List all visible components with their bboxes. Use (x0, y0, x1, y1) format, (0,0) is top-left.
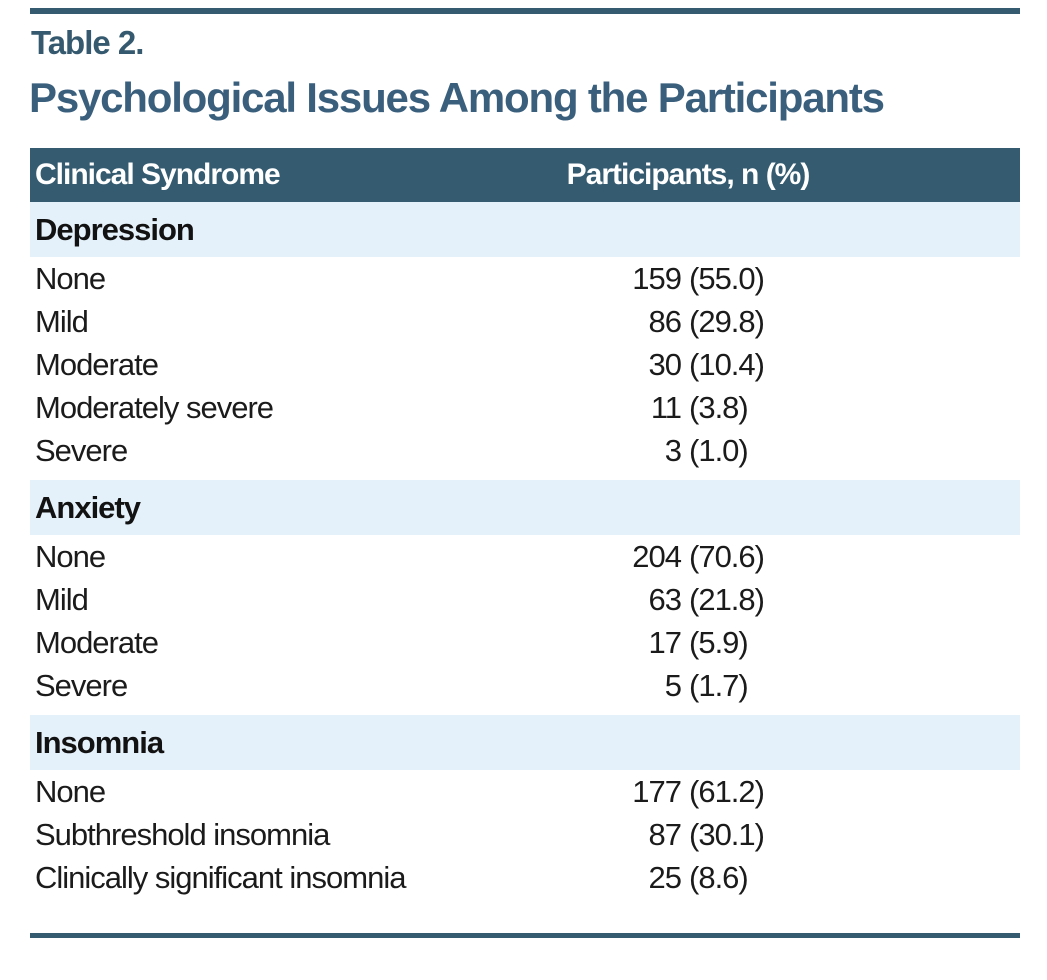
row-value: 5 (1.7) (548, 668, 828, 704)
table-header-row: Clinical Syndrome Participants, n (%) (30, 148, 1020, 202)
value-percent: (1.7) (689, 667, 749, 703)
section-rows: None 159 (55.0) Mild 86 (29.8) Moderate … (30, 257, 1020, 472)
row-value: 177 (61.2) (548, 774, 828, 810)
row-label: Mild (35, 303, 89, 339)
value-percent: (5.9) (689, 624, 749, 660)
value-n: 17 (648, 624, 682, 660)
row-label: Mild (35, 581, 89, 617)
table-row: Mild 86 (29.8) (30, 300, 1020, 343)
row-value: 63 (21.8) (548, 582, 828, 618)
section-header-band: Anxiety (30, 480, 1020, 535)
bottom-rule (30, 933, 1020, 938)
value-n: 204 (632, 538, 682, 574)
table-title: Psychological Issues Among the Participa… (29, 74, 885, 121)
table-row: Severe 3 (1.0) (30, 429, 1020, 472)
row-value: 30 (10.4) (548, 347, 828, 383)
value-percent: (55.0) (689, 260, 765, 296)
row-value: 17 (5.9) (548, 625, 828, 661)
value-percent: (70.6) (689, 538, 765, 574)
table-row: Subthreshold insomnia 87 (30.1) (30, 813, 1020, 856)
value-n: 86 (648, 303, 682, 339)
value-n: 30 (648, 346, 682, 382)
row-label: Moderate (35, 346, 159, 382)
row-label: Moderate (35, 624, 159, 660)
value-n: 63 (648, 581, 682, 617)
row-value: 204 (70.6) (548, 539, 828, 575)
table-row: Moderately severe 11 (3.8) (30, 386, 1020, 429)
table-row: None 204 (70.6) (30, 535, 1020, 578)
table-row: Mild 63 (21.8) (30, 578, 1020, 621)
row-value: 159 (55.0) (548, 261, 828, 297)
row-label: None (35, 773, 106, 809)
row-label: Severe (35, 432, 128, 468)
table-section-depression: Depression None 159 (55.0) Mild 86 (29.8… (30, 202, 1020, 472)
row-label: Clinically significant insomnia (35, 859, 406, 895)
value-n: 159 (632, 260, 682, 296)
row-label: None (35, 260, 106, 296)
row-value: 87 (30.1) (548, 817, 828, 853)
table-body: Depression None 159 (55.0) Mild 86 (29.8… (30, 202, 1020, 899)
table-row: Severe 5 (1.7) (30, 664, 1020, 707)
row-label: Moderately severe (35, 389, 274, 425)
value-n: 25 (648, 859, 682, 895)
section-rows: None 204 (70.6) Mild 63 (21.8) Moderate … (30, 535, 1020, 707)
column-header-clinical-syndrome: Clinical Syndrome (35, 158, 281, 191)
value-percent: (1.0) (689, 432, 749, 468)
value-n: 177 (632, 773, 682, 809)
data-table: Clinical Syndrome Participants, n (%) De… (30, 148, 1020, 899)
row-label: Severe (35, 667, 128, 703)
column-header-participants: Participants, n (%) (566, 158, 811, 191)
value-n: 3 (664, 432, 682, 468)
row-value: 25 (8.6) (548, 860, 828, 896)
value-n: 87 (648, 816, 682, 852)
row-value: 11 (3.8) (548, 390, 828, 426)
section-header-band: Depression (30, 202, 1020, 257)
row-label: Subthreshold insomnia (35, 816, 330, 852)
value-percent: (10.4) (689, 346, 765, 382)
row-value: 3 (1.0) (548, 433, 828, 469)
table-row: Moderate 30 (10.4) (30, 343, 1020, 386)
table-row: Clinically significant insomnia 25 (8.6) (30, 856, 1020, 899)
table-row: Moderate 17 (5.9) (30, 621, 1020, 664)
value-percent: (21.8) (689, 581, 765, 617)
row-value: 86 (29.8) (548, 304, 828, 340)
value-percent: (3.8) (689, 389, 749, 425)
section-header-band: Insomnia (30, 715, 1020, 770)
value-n: 11 (650, 389, 682, 425)
row-label: None (35, 538, 106, 574)
table-section-insomnia: Insomnia None 177 (61.2) Subthreshold in… (30, 715, 1020, 899)
value-percent: (8.6) (689, 859, 749, 895)
table-row: None 159 (55.0) (30, 257, 1020, 300)
table-row: None 177 (61.2) (30, 770, 1020, 813)
table-section-anxiety: Anxiety None 204 (70.6) Mild 63 (21.8) M… (30, 480, 1020, 707)
value-percent: (29.8) (689, 303, 765, 339)
value-n: 5 (664, 667, 682, 703)
value-percent: (30.1) (689, 816, 765, 852)
section-rows: None 177 (61.2) Subthreshold insomnia 87… (30, 770, 1020, 899)
table-number-label: Table 2. (31, 24, 144, 61)
top-rule (30, 8, 1020, 14)
value-percent: (61.2) (689, 773, 765, 809)
